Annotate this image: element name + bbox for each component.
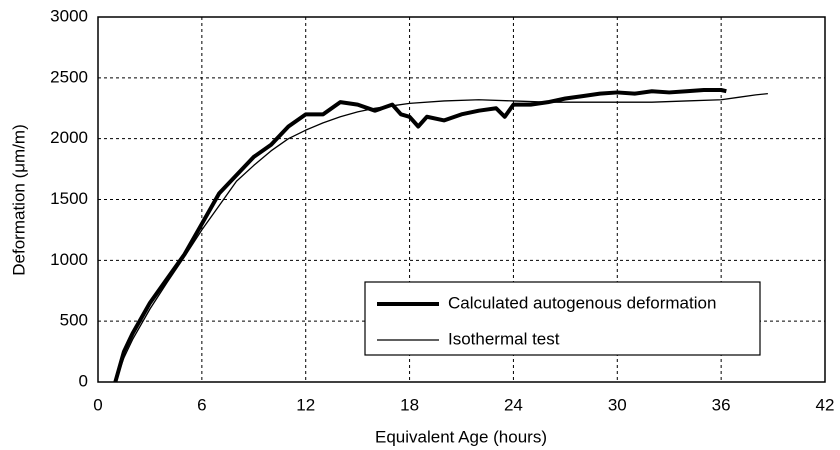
y-axis-label: Deformation (μm/m) bbox=[9, 124, 28, 275]
plot-frame bbox=[97, 16, 826, 383]
x-tick-label: 18 bbox=[400, 395, 419, 414]
y-tick-label: 0 bbox=[79, 371, 88, 390]
x-tick-label: 36 bbox=[712, 395, 731, 414]
y-tick-label: 2000 bbox=[50, 128, 88, 147]
y-tick-label: 1000 bbox=[50, 250, 88, 269]
y-tick-label: 3000 bbox=[50, 6, 88, 25]
x-tick-label: 42 bbox=[816, 395, 835, 414]
legend-label: Calculated autogenous deformation bbox=[448, 293, 716, 312]
y-tick-label: 2500 bbox=[50, 67, 88, 86]
data-line bbox=[114, 93, 768, 383]
data-line bbox=[113, 88, 727, 383]
legend-label: Isothermal test bbox=[448, 329, 560, 348]
legend-box bbox=[364, 281, 761, 356]
y-tick-label: 1500 bbox=[50, 189, 88, 208]
x-tick-label: 30 bbox=[608, 395, 627, 414]
x-tick-label: 12 bbox=[296, 395, 315, 414]
y-tick-label: 500 bbox=[60, 311, 88, 330]
x-tick-label: 6 bbox=[197, 395, 206, 414]
x-tick-label: 24 bbox=[504, 395, 523, 414]
x-tick-label: 0 bbox=[93, 395, 102, 414]
x-axis-label: Equivalent Age (hours) bbox=[375, 427, 547, 446]
